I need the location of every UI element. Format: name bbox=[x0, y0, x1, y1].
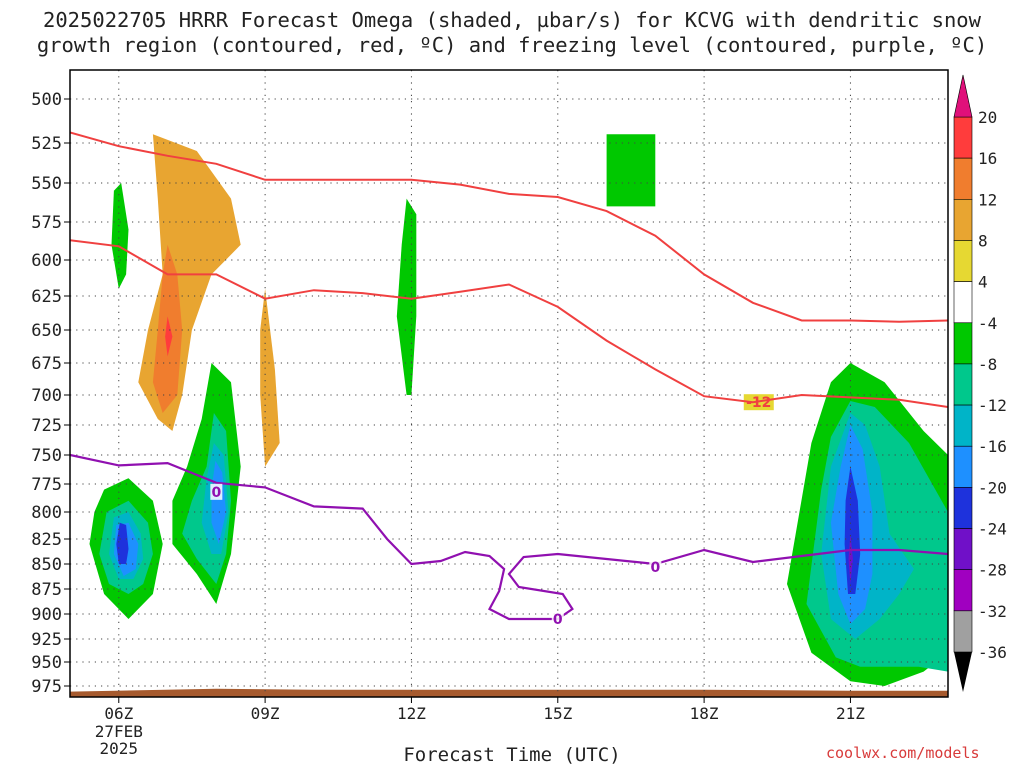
omega-region-8-1 bbox=[260, 288, 280, 467]
colorbar-label--24: -24 bbox=[978, 520, 1007, 539]
colorbar-label-8: 8 bbox=[978, 231, 988, 250]
dendritic-contour--12 bbox=[70, 131, 948, 323]
omega-region-4-3 bbox=[426, 183, 666, 662]
y-tick-label-975: 975 bbox=[31, 677, 62, 697]
colorbar-bottom-arrow bbox=[954, 652, 972, 692]
y-tick-label-650: 650 bbox=[31, 321, 62, 341]
colorbar-segment-12 bbox=[953, 610, 973, 653]
dendritic-contour--15 bbox=[70, 239, 948, 408]
x-tick-label-12Z: 12Z bbox=[397, 704, 426, 723]
colorbar-label-4: 4 bbox=[978, 273, 988, 292]
y-tick-label-500: 500 bbox=[31, 90, 62, 110]
x-tick-label-15Z: 15Z bbox=[543, 704, 572, 723]
y-tick-label-800: 800 bbox=[31, 503, 62, 523]
y-tick-label-750: 750 bbox=[31, 446, 62, 466]
terrain-fill bbox=[70, 688, 948, 697]
colorbar-top-arrow bbox=[953, 74, 973, 118]
omega-region-4-4 bbox=[723, 382, 763, 634]
x-tick-label-09Z: 09Z bbox=[251, 704, 280, 723]
freezing-level-label: 0 bbox=[650, 560, 660, 576]
colorbar-label-16: 16 bbox=[978, 149, 997, 168]
freezing-level-label: 0 bbox=[553, 612, 563, 628]
omega-region--20-0 bbox=[116, 522, 129, 564]
colorbar-label--36: -36 bbox=[978, 643, 1007, 662]
y-tick-label-625: 625 bbox=[31, 287, 62, 307]
source-credit: coolwx.com/models bbox=[826, 744, 980, 762]
colorbar-segment-0 bbox=[953, 116, 973, 159]
freezing-label-bg-0 bbox=[210, 483, 223, 500]
y-tick-label-825: 825 bbox=[31, 530, 62, 550]
omega-region--24-0 bbox=[848, 533, 853, 584]
colorbar-label--8: -8 bbox=[978, 355, 997, 374]
colorbar-label--20: -20 bbox=[978, 478, 1007, 497]
colorbar-segment-8 bbox=[953, 445, 973, 488]
y-tick-label-525: 525 bbox=[31, 134, 62, 154]
omega-region-4-1 bbox=[245, 70, 300, 501]
dendritic-contour-label: -12 bbox=[746, 395, 771, 411]
freezing-level-line bbox=[70, 453, 948, 621]
y-tick-label-675: 675 bbox=[31, 354, 62, 374]
omega-region-4-5 bbox=[762, 70, 948, 383]
colorbar-label--32: -32 bbox=[978, 602, 1007, 621]
y-tick-label-950: 950 bbox=[31, 653, 62, 673]
colorbar-segment-1 bbox=[953, 157, 973, 200]
colorbar-label--4: -4 bbox=[978, 314, 997, 333]
colorbar-segment-11 bbox=[953, 569, 973, 612]
x-tick-label-06Z: 06Z bbox=[104, 704, 133, 723]
colorbar-segment-4 bbox=[953, 281, 973, 324]
freezing-label-bg-2 bbox=[649, 559, 662, 575]
colorbar-segment-9 bbox=[953, 487, 973, 529]
omega-region--4-0 bbox=[111, 183, 129, 289]
title-line-2: growth region (contoured, red, ºC) and f… bbox=[36, 33, 988, 57]
title-line-1: 2025022705 HRRR Forecast Omega (shaded, … bbox=[43, 8, 981, 32]
freezing-level-label: 0 bbox=[211, 485, 221, 501]
omega-region-16-0 bbox=[165, 316, 173, 357]
y-tick-label-600: 600 bbox=[31, 251, 62, 271]
freezing-label-bg-1 bbox=[551, 611, 564, 627]
y-tick-label-575: 575 bbox=[31, 213, 62, 233]
colorbar-label-20: 20 bbox=[978, 108, 997, 127]
x-tick-sublabel-0: 27FEB bbox=[95, 722, 143, 741]
colorbar-segment-7 bbox=[953, 404, 973, 447]
colorbar-segment-5 bbox=[953, 322, 973, 365]
y-tick-label-925: 925 bbox=[31, 630, 62, 650]
colorbar-segment-3 bbox=[953, 240, 973, 282]
x-tick-sublabel-1: 2025 bbox=[100, 739, 139, 758]
plot-layers: -12 0 0 0 bbox=[70, 70, 948, 697]
y-tick-label-850: 850 bbox=[31, 555, 62, 575]
y-tick-label-700: 700 bbox=[31, 386, 62, 406]
chart-title: 2025022705 HRRR Forecast Omega (shaded, … bbox=[0, 8, 1024, 58]
omega-region--4-1 bbox=[396, 198, 417, 395]
y-tick-label-900: 900 bbox=[31, 605, 62, 625]
colorbar-label--28: -28 bbox=[978, 561, 1007, 580]
omega-region--20-1 bbox=[844, 466, 861, 594]
y-tick-label-875: 875 bbox=[31, 580, 62, 600]
x-tick-label-18Z: 18Z bbox=[690, 704, 719, 723]
plot-frame bbox=[69, 69, 949, 698]
y-tick-label-775: 775 bbox=[31, 475, 62, 495]
x-axis-title: Forecast Time (UTC) bbox=[403, 744, 621, 766]
y-tick-label-550: 550 bbox=[31, 174, 62, 194]
colorbar-label--16: -16 bbox=[978, 437, 1007, 456]
colorbar-segment-6 bbox=[953, 363, 973, 406]
colorbar-label--12: -12 bbox=[978, 396, 1007, 415]
colorbar-label-12: 12 bbox=[978, 190, 997, 209]
colorbar-segment-10 bbox=[953, 528, 973, 570]
y-tick-label-725: 725 bbox=[31, 416, 62, 436]
x-tick-label-21Z: 21Z bbox=[836, 704, 865, 723]
omega-region--4-2 bbox=[606, 134, 656, 207]
colorbar-segment-2 bbox=[953, 199, 973, 241]
